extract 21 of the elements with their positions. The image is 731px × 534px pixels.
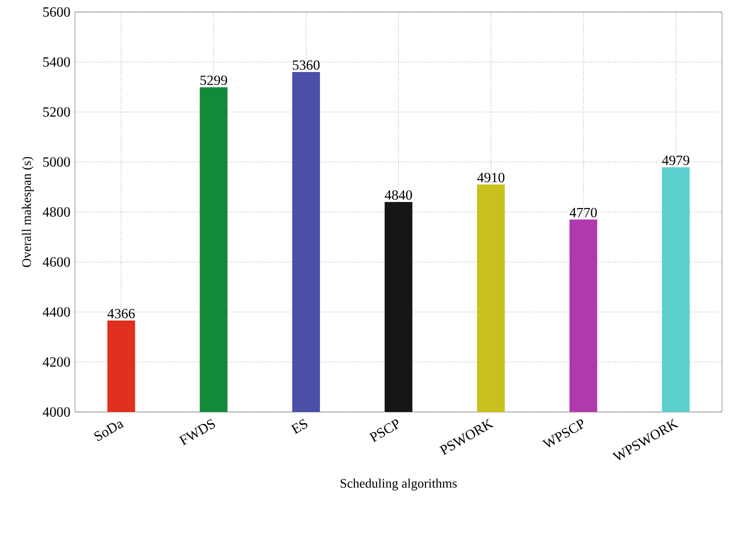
x-tick-label: PSCP <box>368 420 399 442</box>
y-tick-label: 5600 <box>43 7 70 17</box>
data-label: 4910 <box>477 172 504 182</box>
data-label: 4979 <box>662 156 690 166</box>
data-label: 5360 <box>292 60 320 70</box>
y-axis-title: Overall makespan (s) <box>22 156 34 268</box>
y-tick-label: 4000 <box>42 407 70 417</box>
y-tick-label: 4600 <box>42 257 70 267</box>
data-label: 4366 <box>108 308 135 318</box>
x-tick-label: ES <box>290 419 308 434</box>
y-tick-label: 5400 <box>43 57 70 67</box>
y-tick-label: 4200 <box>42 357 70 367</box>
x-axis-title: Scheduling algorithms <box>340 478 457 490</box>
y-tick-label: 4400 <box>42 307 70 317</box>
data-label: 4840 <box>384 190 412 200</box>
x-tick-label: SoDa <box>94 422 124 441</box>
data-label: 5299 <box>200 76 228 86</box>
data-label: 4770 <box>570 208 597 218</box>
y-tick-label: 4800 <box>42 207 70 217</box>
y-tick-label: 5200 <box>43 107 70 117</box>
y-tick-label: 5000 <box>43 157 70 167</box>
